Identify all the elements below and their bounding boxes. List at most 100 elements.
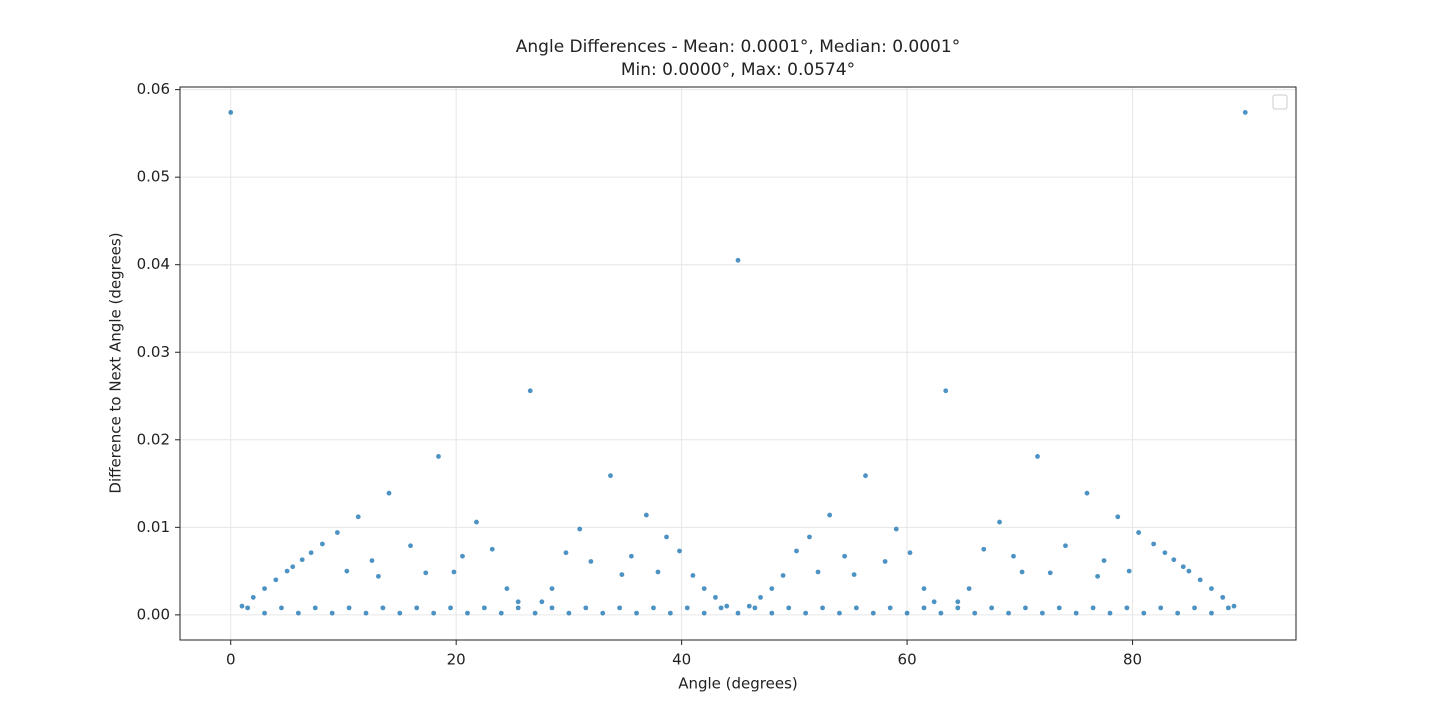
scatter-point	[1175, 610, 1181, 616]
scatter-point	[1136, 530, 1142, 535]
scatter-point	[794, 548, 799, 554]
scatter-point	[279, 605, 284, 611]
scatter-point	[955, 605, 961, 611]
scatter-point	[431, 610, 437, 616]
scatter-point	[820, 605, 825, 611]
scatter-point	[408, 543, 413, 549]
scatter-point	[474, 519, 479, 525]
scatter-point	[527, 388, 533, 394]
scatter-point	[1115, 514, 1121, 520]
scatter-point	[566, 610, 572, 616]
scatter-point	[539, 599, 545, 605]
scatter-point	[1019, 569, 1025, 575]
scatter-point	[262, 610, 267, 616]
scatter-point	[931, 599, 937, 605]
scatter-point	[1107, 610, 1113, 616]
scatter-point	[1095, 573, 1100, 579]
scatter-point	[532, 610, 538, 616]
scatter-point	[1101, 558, 1107, 563]
scatter-point	[262, 586, 267, 592]
chart-title: Angle Differences - Mean: 0.0001°, Media…	[516, 37, 960, 57]
scatter-point	[780, 573, 786, 578]
scatter-point	[1186, 568, 1192, 574]
scatter-point	[1047, 570, 1053, 576]
scatter-point	[1220, 594, 1226, 600]
scatter-point	[290, 564, 296, 570]
scatter-point	[1151, 541, 1157, 547]
scatter-point	[460, 553, 465, 559]
scatter-point	[997, 519, 1002, 525]
chart-subtitle: Min: 0.0000°, Max: 0.0574°	[621, 60, 855, 80]
scatter-point	[870, 610, 876, 616]
scatter-point	[465, 610, 470, 616]
scatter-point	[904, 610, 910, 616]
scatter-point	[549, 586, 555, 592]
scatter-point	[955, 599, 961, 605]
scatter-point	[842, 553, 848, 559]
scatter-point	[617, 605, 623, 611]
scatter-point	[436, 454, 441, 459]
scatter-point	[1209, 586, 1214, 592]
scatter-point	[239, 603, 245, 609]
scatter-point	[308, 550, 314, 556]
scatter-point	[713, 594, 718, 600]
y-tick-label: 0.04	[137, 255, 170, 273]
scatter-point	[334, 530, 340, 535]
scatter-point	[643, 512, 649, 518]
legend-box	[1272, 94, 1288, 110]
plot-area: 0 20 40 60 80 0.00 0.01 0.02 0.03 0.04 0.05 0.06	[137, 80, 1297, 669]
scatter-point	[851, 572, 857, 578]
scatter-point	[549, 605, 555, 611]
scatter-point	[583, 605, 589, 611]
scatter-point	[807, 534, 812, 540]
scatter-point	[827, 512, 833, 518]
scatter-point	[369, 558, 375, 563]
scatter-point	[245, 605, 251, 611]
scatter-point	[981, 546, 987, 552]
scatter-point	[938, 610, 944, 616]
scatter-point	[1056, 605, 1062, 611]
scatter-point	[515, 599, 521, 605]
scatter-point	[752, 605, 758, 611]
scatter-point	[1209, 610, 1214, 616]
y-axis-label: Difference to Next Angle (degrees)	[107, 232, 125, 493]
scatter-point	[972, 610, 978, 616]
scatter-point	[701, 586, 707, 592]
y-tick-label: 0.03	[137, 343, 170, 361]
y-tick-label: 0.00	[137, 605, 170, 623]
scatter-point	[273, 577, 279, 583]
scatter-point	[735, 610, 741, 616]
scatter-point	[651, 605, 656, 611]
scatter-point	[1023, 605, 1028, 611]
scatter-point	[563, 550, 569, 556]
scatter-point	[1162, 550, 1168, 556]
scatter-point	[451, 569, 457, 575]
scatter-point	[1171, 557, 1177, 563]
scatter-point	[853, 605, 859, 611]
scatter-point	[1039, 610, 1045, 616]
scatter-point	[943, 388, 949, 394]
scatter-point	[1126, 568, 1132, 574]
scatter-point	[1006, 610, 1011, 616]
x-tick-label: 40	[672, 651, 691, 669]
scatter-point	[355, 514, 361, 520]
scatter-point	[588, 559, 594, 564]
scatter-point	[397, 610, 403, 616]
scatter-point	[1141, 610, 1147, 616]
y-tick-label: 0.05	[137, 168, 170, 186]
scatter-point	[684, 605, 690, 611]
scatter-point	[346, 605, 352, 611]
scatter-point	[664, 534, 669, 540]
scatter-point	[295, 610, 301, 616]
scatter-point	[363, 610, 369, 616]
scatter-point	[677, 548, 682, 554]
y-tick-label: 0.02	[137, 430, 170, 448]
scatter-point	[690, 573, 696, 578]
scatter-point	[628, 553, 634, 559]
scatter-point	[921, 586, 927, 592]
scatter-point	[786, 605, 792, 611]
scatter-point	[1231, 603, 1237, 609]
scatter-point	[966, 586, 972, 592]
scatter-point	[1063, 543, 1068, 549]
scatter-point	[608, 473, 613, 479]
